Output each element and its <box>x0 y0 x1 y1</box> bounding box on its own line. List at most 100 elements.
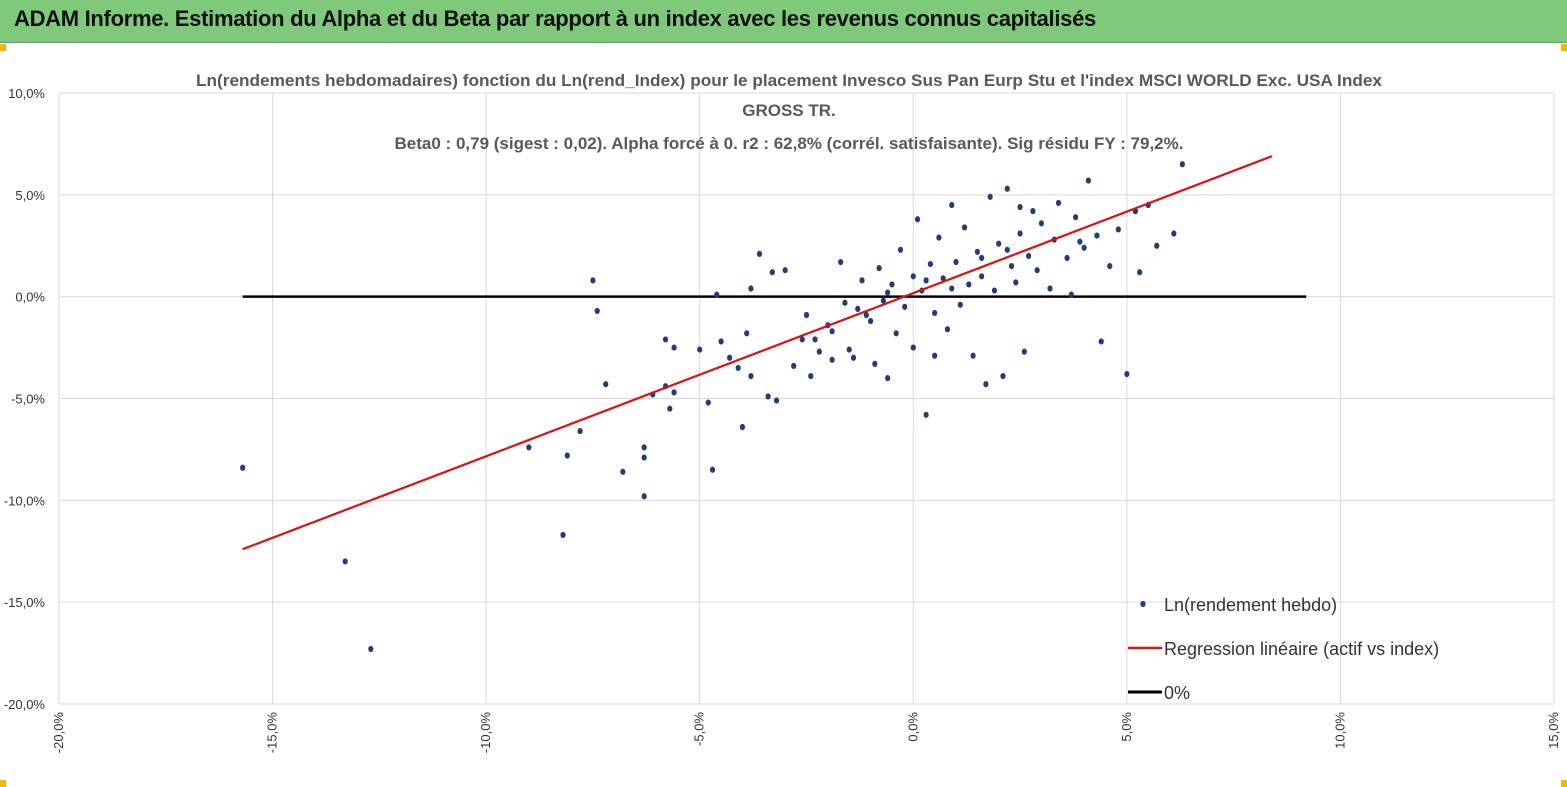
data-point <box>876 265 882 272</box>
data-point <box>1030 208 1036 215</box>
data-point <box>1034 267 1040 274</box>
data-point <box>808 372 814 380</box>
data-point <box>974 248 980 255</box>
data-point <box>803 311 810 319</box>
legend-label-regression: Regression linéaire (actif vs index) <box>1164 639 1439 659</box>
chart-legend: Ln(rendement hebdo) Regression linéaire (… <box>1128 595 1439 703</box>
x-tick-label: 0,0% <box>905 712 920 742</box>
data-point <box>867 318 874 325</box>
data-point <box>560 531 566 539</box>
x-tick-label: 10,0% <box>1332 712 1347 749</box>
data-point <box>714 291 720 298</box>
data-point <box>991 287 998 294</box>
corner-marker <box>0 44 6 51</box>
data-point <box>932 309 938 317</box>
data-point <box>735 364 741 372</box>
data-point <box>1073 214 1079 221</box>
chart-title-line: Beta0 : 0,79 (sigest : 0,02). Alpha forc… <box>395 134 1184 153</box>
data-point <box>697 346 703 353</box>
data-point <box>1013 279 1019 286</box>
data-point <box>1055 199 1062 207</box>
data-point <box>953 258 959 266</box>
data-point <box>799 336 805 343</box>
data-point <box>641 444 647 451</box>
regression-line <box>242 155 1273 551</box>
data-point <box>1077 238 1083 245</box>
data-point <box>620 468 626 475</box>
y-tick-label: -20,0% <box>4 697 46 712</box>
data-point <box>880 297 886 304</box>
data-point <box>756 250 763 257</box>
x-tick-label: -15,0% <box>265 712 280 754</box>
data-point <box>1021 348 1027 355</box>
data-point <box>855 305 861 312</box>
x-tick-label: 15,0% <box>1546 712 1561 749</box>
data-point <box>782 267 788 274</box>
data-point <box>1017 230 1023 237</box>
regression-series <box>242 155 1273 551</box>
data-point <box>1004 246 1010 253</box>
data-point <box>1171 230 1177 237</box>
data-point <box>979 273 985 280</box>
data-point <box>1000 372 1006 380</box>
data-point <box>577 427 583 435</box>
data-point <box>1107 263 1113 270</box>
data-point <box>1085 177 1092 184</box>
data-point <box>603 381 609 388</box>
data-point <box>846 346 852 353</box>
data-point <box>671 389 677 396</box>
report-banner: ADAM Informe. Estimation du Alpha et du … <box>0 0 1567 43</box>
data-point <box>705 399 711 406</box>
data-point <box>368 645 374 653</box>
data-point <box>923 411 929 418</box>
data-point <box>662 336 669 343</box>
data-point <box>1064 254 1070 262</box>
data-point <box>829 328 835 335</box>
data-point <box>979 254 985 262</box>
y-tick-label: -10,0% <box>4 493 46 508</box>
data-point <box>838 258 844 266</box>
data-point <box>902 303 908 310</box>
data-point <box>949 285 955 292</box>
data-point <box>744 330 750 337</box>
y-tick-label: -5,0% <box>11 392 45 407</box>
data-point <box>564 452 570 459</box>
data-point <box>996 240 1002 247</box>
data-point <box>872 360 878 367</box>
data-point <box>923 277 929 284</box>
y-tick-label: -15,0% <box>4 595 46 610</box>
scatter-series <box>240 161 1185 653</box>
data-point <box>914 216 921 223</box>
data-point <box>1094 232 1100 239</box>
corner-marker <box>1561 780 1567 787</box>
data-point <box>829 356 835 363</box>
data-point <box>910 344 916 351</box>
data-point <box>1081 244 1087 251</box>
data-point <box>1008 263 1015 270</box>
data-point <box>812 336 818 343</box>
data-point <box>961 224 968 231</box>
data-point <box>944 326 951 333</box>
data-point <box>727 354 733 361</box>
data-point <box>897 246 904 253</box>
data-point <box>671 344 677 351</box>
data-point <box>1098 338 1104 345</box>
data-point <box>936 234 942 241</box>
data-point <box>910 273 916 280</box>
data-point <box>1004 185 1010 192</box>
x-tick-label: -10,0% <box>478 712 493 754</box>
data-point <box>1047 285 1053 292</box>
data-point <box>842 299 848 306</box>
data-point <box>240 464 246 471</box>
data-point <box>932 352 938 359</box>
data-point <box>1137 269 1143 276</box>
chart-title: Ln(rendements hebdomadaires) fonction du… <box>196 71 1383 153</box>
data-point <box>1115 226 1121 233</box>
data-point <box>957 301 963 308</box>
data-point <box>1026 252 1032 260</box>
data-point <box>667 405 673 412</box>
x-tick-label: -20,0% <box>51 712 66 754</box>
data-point <box>863 311 869 319</box>
legend-marker-scatter <box>1140 600 1146 608</box>
data-point <box>774 397 780 404</box>
